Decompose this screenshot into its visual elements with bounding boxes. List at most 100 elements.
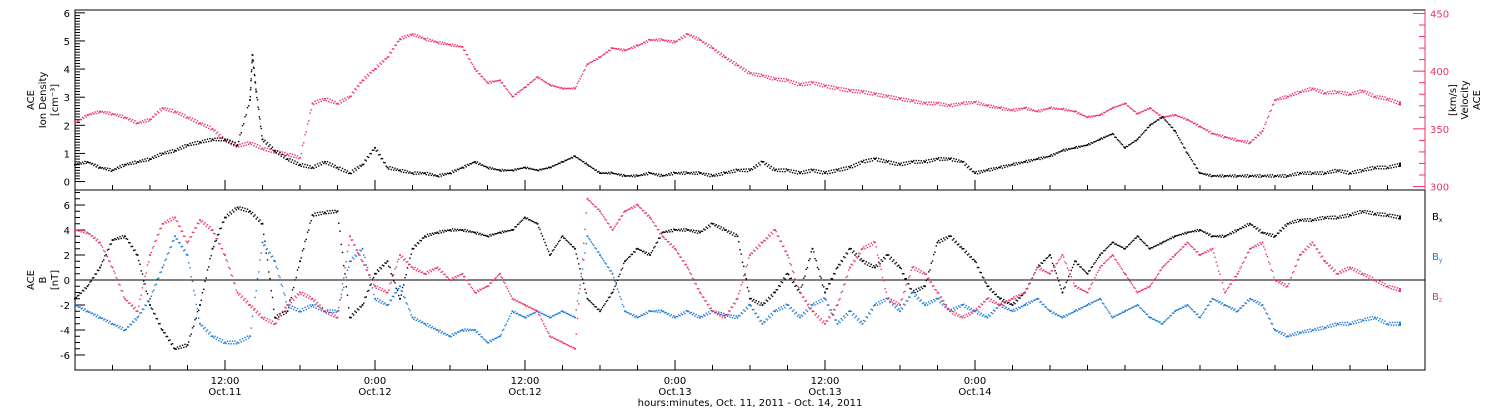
velocity-point: [486, 81, 489, 84]
bz-point: [489, 282, 491, 284]
by-point: [493, 339, 495, 341]
by-point: [851, 314, 854, 316]
bz-point: [166, 219, 169, 221]
velocity-point: [966, 103, 969, 105]
bx-point: [675, 228, 677, 231]
by-point: [953, 307, 955, 309]
velocity-point: [1295, 93, 1297, 96]
by-point: [233, 343, 235, 345]
by-point: [225, 342, 227, 345]
by-point: [873, 305, 875, 307]
velocity-point: [888, 94, 890, 97]
velocity-point: [1181, 116, 1184, 118]
by-point: [784, 306, 786, 309]
bx-point: [330, 212, 332, 214]
bx-point: [240, 209, 242, 211]
density-point: [1265, 175, 1267, 178]
by-point: [130, 324, 132, 326]
bx-point: [1334, 215, 1336, 217]
density-point: [1264, 174, 1266, 177]
by-point: [506, 320, 509, 322]
bx-point: [1306, 218, 1309, 220]
bx-point: [1265, 233, 1267, 235]
velocity-point: [1283, 98, 1285, 100]
density-point: [1214, 175, 1216, 177]
bz-point: [399, 254, 401, 256]
bz-point: [498, 274, 500, 276]
density-point: [1236, 175, 1239, 177]
by-point: [1028, 301, 1030, 303]
bz-point: [328, 313, 330, 316]
density-point: [1066, 149, 1069, 151]
bx-point: [758, 301, 760, 303]
bx-point: [1235, 231, 1237, 233]
density-point: [641, 174, 644, 176]
by-point: [194, 294, 196, 296]
velocity-point: [568, 87, 570, 90]
velocity-point: [1096, 114, 1099, 117]
density-point: [1380, 168, 1382, 170]
by-point: [885, 297, 887, 299]
velocity-point: [339, 100, 341, 102]
bx-point: [376, 269, 379, 271]
density-point: [493, 168, 495, 171]
bx-point: [1099, 254, 1101, 256]
velocity-point: [121, 114, 124, 117]
velocity-point: [1294, 91, 1296, 94]
density-point: [974, 172, 976, 175]
density-point: [760, 160, 762, 163]
bx-point: [1301, 218, 1304, 220]
velocity-point: [1309, 87, 1311, 89]
density-point: [1160, 117, 1162, 120]
density-point: [823, 170, 825, 173]
velocity-point: [496, 80, 499, 82]
by-point: [494, 337, 496, 340]
by-point: [669, 315, 671, 317]
density-point: [1270, 176, 1272, 178]
density-point: [1319, 171, 1321, 173]
bx-point: [463, 230, 465, 233]
velocity-point: [956, 104, 959, 107]
density-point: [269, 144, 271, 146]
velocity-point: [1310, 89, 1312, 91]
by-point: [794, 313, 796, 315]
density-point: [1218, 175, 1220, 178]
velocity-point: [695, 36, 697, 38]
density-point: [489, 166, 491, 168]
by-point: [1098, 298, 1100, 301]
bz-point: [203, 223, 205, 225]
density-point: [880, 158, 882, 160]
bx-point: [234, 207, 236, 209]
by-point: [789, 307, 791, 310]
by-point: [454, 332, 456, 334]
bz-point: [384, 289, 386, 292]
bx-point: [853, 250, 855, 252]
density-point: [118, 167, 120, 170]
velocity-point: [1019, 108, 1021, 111]
by-point: [350, 260, 352, 263]
by-point: [181, 245, 184, 247]
density-point: [1313, 173, 1315, 175]
velocity-point: [581, 73, 584, 75]
bx-point: [494, 232, 496, 235]
bz-point: [430, 270, 432, 273]
bx-point: [91, 277, 94, 279]
bx-point: [1131, 240, 1134, 242]
by-point: [426, 323, 429, 325]
velocity-point: [1269, 110, 1271, 113]
density-point: [591, 167, 594, 169]
by-point: [584, 252, 586, 254]
bz-point: [218, 243, 220, 245]
velocity-point: [1004, 109, 1006, 111]
by-point: [318, 308, 320, 311]
bz-point: [584, 228, 586, 231]
by-point: [560, 310, 562, 313]
density-point: [789, 171, 791, 173]
by-point: [699, 316, 701, 319]
bx-point: [1018, 297, 1020, 299]
bx-point: [650, 251, 652, 254]
velocity-point: [1031, 110, 1034, 112]
velocity-point: [940, 102, 942, 104]
velocity-point: [804, 84, 806, 87]
bz-point: [165, 222, 167, 224]
